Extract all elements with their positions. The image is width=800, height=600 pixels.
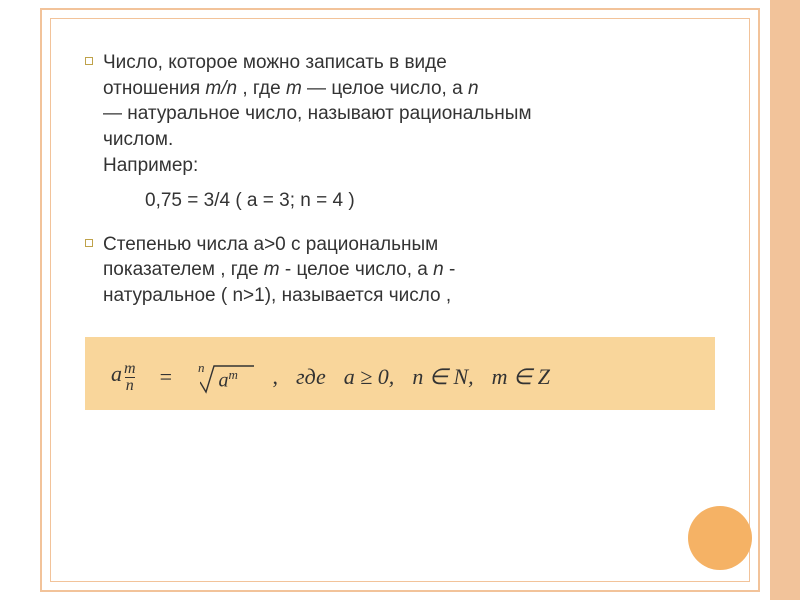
equals-sign: = <box>160 362 172 392</box>
p1-l2a: отношения <box>103 78 205 99</box>
p1-line1: Число, которое можно записать в виде <box>103 52 447 73</box>
cond-n: n ∈ N, <box>412 362 473 392</box>
p1-l3: — натуральное число, называют рациональн… <box>103 103 532 124</box>
p1-l5: Например: <box>103 155 198 176</box>
radicand-exp: m <box>228 367 237 382</box>
radical-icon: am <box>200 364 254 394</box>
cond-m: m ∈ Z <box>492 362 550 392</box>
bullet-icon <box>85 239 93 247</box>
radicand: am <box>218 366 237 395</box>
p2-m: m <box>264 259 280 280</box>
p2-l2b: - целое число, а <box>280 259 433 280</box>
where-label: где <box>296 362 326 392</box>
formula-box: a m n = n am , где a ≥ 0, n ∈ N, m ∈ Z <box>85 337 715 411</box>
lhs-exp-num: m <box>124 361 136 377</box>
p2-n: n <box>433 259 444 280</box>
lhs: a m n <box>111 359 136 394</box>
p1-l2c: — целое число, а <box>302 78 468 99</box>
p2-l3: натуральное ( n>1), называется число , <box>103 285 451 306</box>
p1-l4: числом. <box>103 129 173 150</box>
slide-content: Число, которое можно записать в виде отн… <box>85 50 715 550</box>
p1-m: m <box>286 78 302 99</box>
cond-a: a ≥ 0, <box>344 362 395 392</box>
lhs-exp-den: n <box>125 377 135 394</box>
example-line: 0,75 = 3/4 ( a = 3; n = 4 ) <box>85 188 715 214</box>
p2-l2a: показателем , где <box>103 259 264 280</box>
p1-n: n <box>468 78 479 99</box>
p2-l2c: - <box>444 259 456 280</box>
root: n am <box>198 359 255 395</box>
p1-mn: m/n <box>205 78 237 99</box>
paragraph-1: Число, которое можно записать в виде отн… <box>85 50 715 178</box>
p2-l1: Степенью числа a>0 с рациональным <box>103 234 438 255</box>
example-text: 0,75 = 3/4 ( a = 3; n = 4 ) <box>145 190 355 211</box>
lhs-exp-fraction: m n <box>124 361 136 394</box>
lhs-base: a <box>111 361 122 386</box>
p1-l2b: , где <box>237 78 286 99</box>
radicand-base: a <box>218 370 228 392</box>
paragraph-2: Степенью числа a>0 с рациональным показа… <box>85 232 715 309</box>
comma-1: , <box>272 362 278 392</box>
bullet-icon <box>85 57 93 65</box>
right-strip <box>770 0 800 600</box>
